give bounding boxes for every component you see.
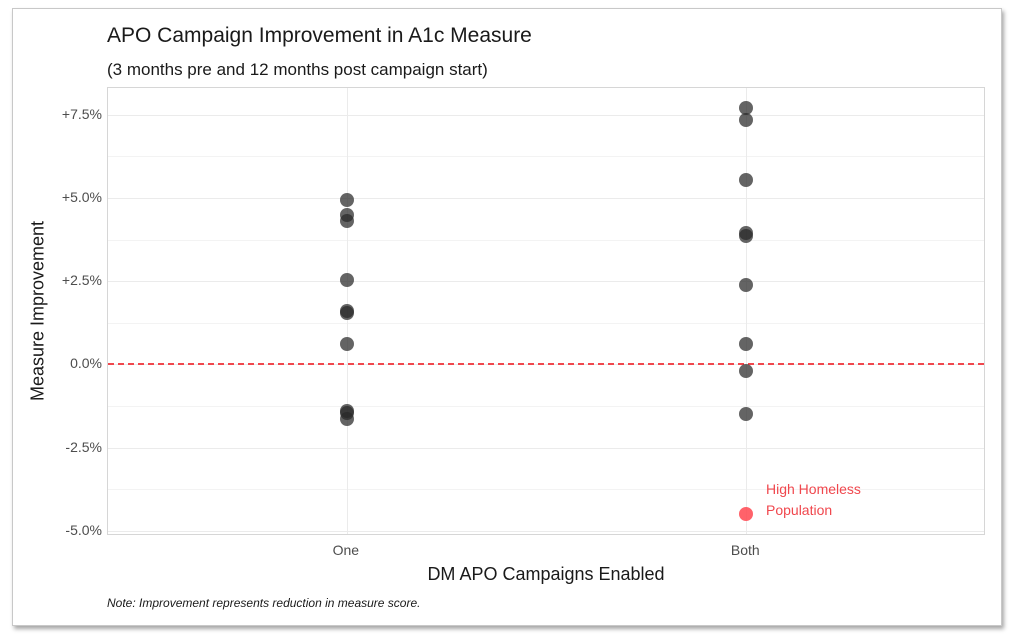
minor-gridline	[108, 156, 984, 158]
y-tick-label: +7.5%	[61, 105, 102, 122]
data-point	[739, 337, 754, 352]
data-point	[739, 277, 754, 292]
chart-note: Note: Improvement represents reduction i…	[107, 596, 421, 610]
y-tick-label: -5.0%	[65, 522, 102, 538]
data-point	[339, 337, 354, 352]
x-axis-label: DM APO Campaigns Enabled	[427, 564, 665, 584]
y-tick-label: -2.5%	[65, 438, 102, 455]
zero-reference-line	[108, 363, 984, 366]
data-point	[739, 407, 754, 422]
data-point	[739, 112, 754, 127]
data-point	[739, 100, 754, 115]
y-axis-label: Measure Improvement	[27, 220, 48, 402]
minor-gridline	[108, 322, 984, 324]
plot-panel	[107, 87, 985, 535]
data-point	[339, 192, 354, 207]
chart-title: APO Campaign Improvement in A1c Measure	[107, 24, 532, 47]
major-gridline	[108, 197, 984, 199]
annotation-line-1: High Homeless	[766, 481, 861, 497]
major-gridline	[108, 281, 984, 283]
data-point	[339, 305, 354, 320]
y-tick-label: +2.5%	[61, 272, 102, 289]
y-tick-label: 0.0%	[70, 355, 102, 372]
minor-gridline	[108, 239, 984, 241]
data-point	[339, 214, 354, 229]
data-point	[339, 412, 354, 427]
y-tick-label: +5.0%	[61, 188, 102, 205]
data-point	[739, 364, 754, 379]
major-gridline	[108, 447, 984, 449]
x-tick-label: Both	[730, 542, 760, 558]
major-gridline	[108, 114, 984, 116]
minor-gridline	[108, 406, 984, 408]
data-point	[739, 172, 754, 187]
data-point	[339, 272, 354, 287]
data-point	[739, 229, 754, 244]
x-tick-label: One	[332, 542, 360, 558]
major-gridline	[108, 531, 984, 532]
minor-gridline	[108, 489, 984, 491]
annotation-line-2: Population	[766, 502, 833, 518]
highlight-annotation: High Homeless Population	[766, 479, 861, 521]
highlight-data-point	[739, 507, 754, 522]
x-gridline	[746, 88, 748, 534]
chart-subtitle: (3 months pre and 12 months post campaig…	[107, 60, 488, 79]
